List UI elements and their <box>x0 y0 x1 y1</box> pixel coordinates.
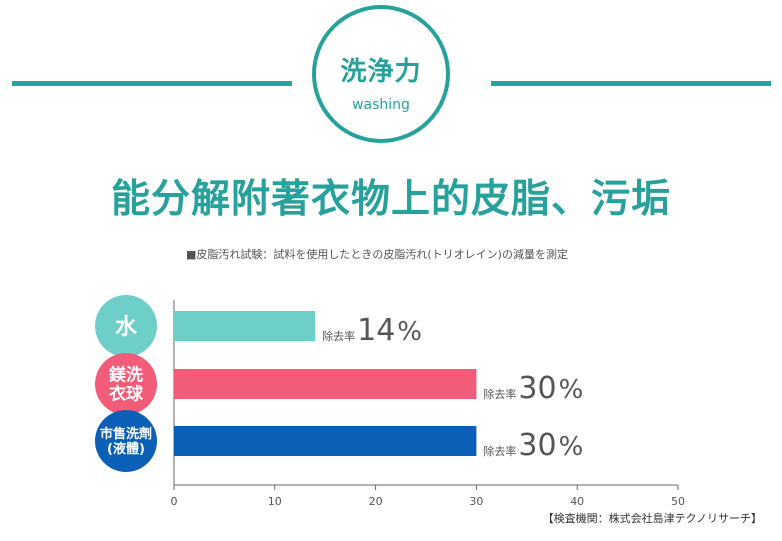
category-label-1-0: 鎂洗 <box>109 365 143 386</box>
x-tick-label-20: 20 <box>369 495 383 508</box>
x-tick-label-30: 30 <box>469 495 483 508</box>
category-label-2-1: (液體) <box>107 441 145 457</box>
category-circle-0 <box>95 295 157 357</box>
bar-2 <box>174 426 477 456</box>
bar-0 <box>174 311 316 341</box>
category-circle-2 <box>95 410 157 472</box>
x-tick-label-10: 10 <box>268 495 282 508</box>
source-note: 【検査機関：株式会社島津テクノリサーチ】 <box>542 512 762 525</box>
badge-title: 洗浄力 <box>340 57 422 87</box>
category-label-0-0: 水 <box>115 315 138 340</box>
header-line-left <box>12 81 292 86</box>
category-label-1-1: 衣球 <box>109 384 144 405</box>
category-circle-1 <box>95 353 157 415</box>
x-tick-label-0: 0 <box>171 495 178 508</box>
value-label-0: 除去率14% <box>322 313 422 348</box>
headline: 能分解附著衣物上的皮脂、污垢 <box>110 177 671 222</box>
badge-subtitle: washing <box>352 97 410 113</box>
header-line-right <box>491 81 771 86</box>
value-label-1: 除去率30% <box>483 371 583 406</box>
bar-1 <box>174 369 477 399</box>
value-label-2: 除去率30% <box>483 428 583 463</box>
test-note: ■皮脂汚れ試験：試料を使用したときの皮脂汚れ(トリオレイン)の減量を測定 <box>186 248 568 261</box>
washing-badge: 洗浄力 washing <box>312 5 450 143</box>
x-tick-label-40: 40 <box>570 495 584 508</box>
x-tick-label-50: 50 <box>671 495 685 508</box>
category-label-2-0: 市售洗劑 <box>100 426 152 442</box>
